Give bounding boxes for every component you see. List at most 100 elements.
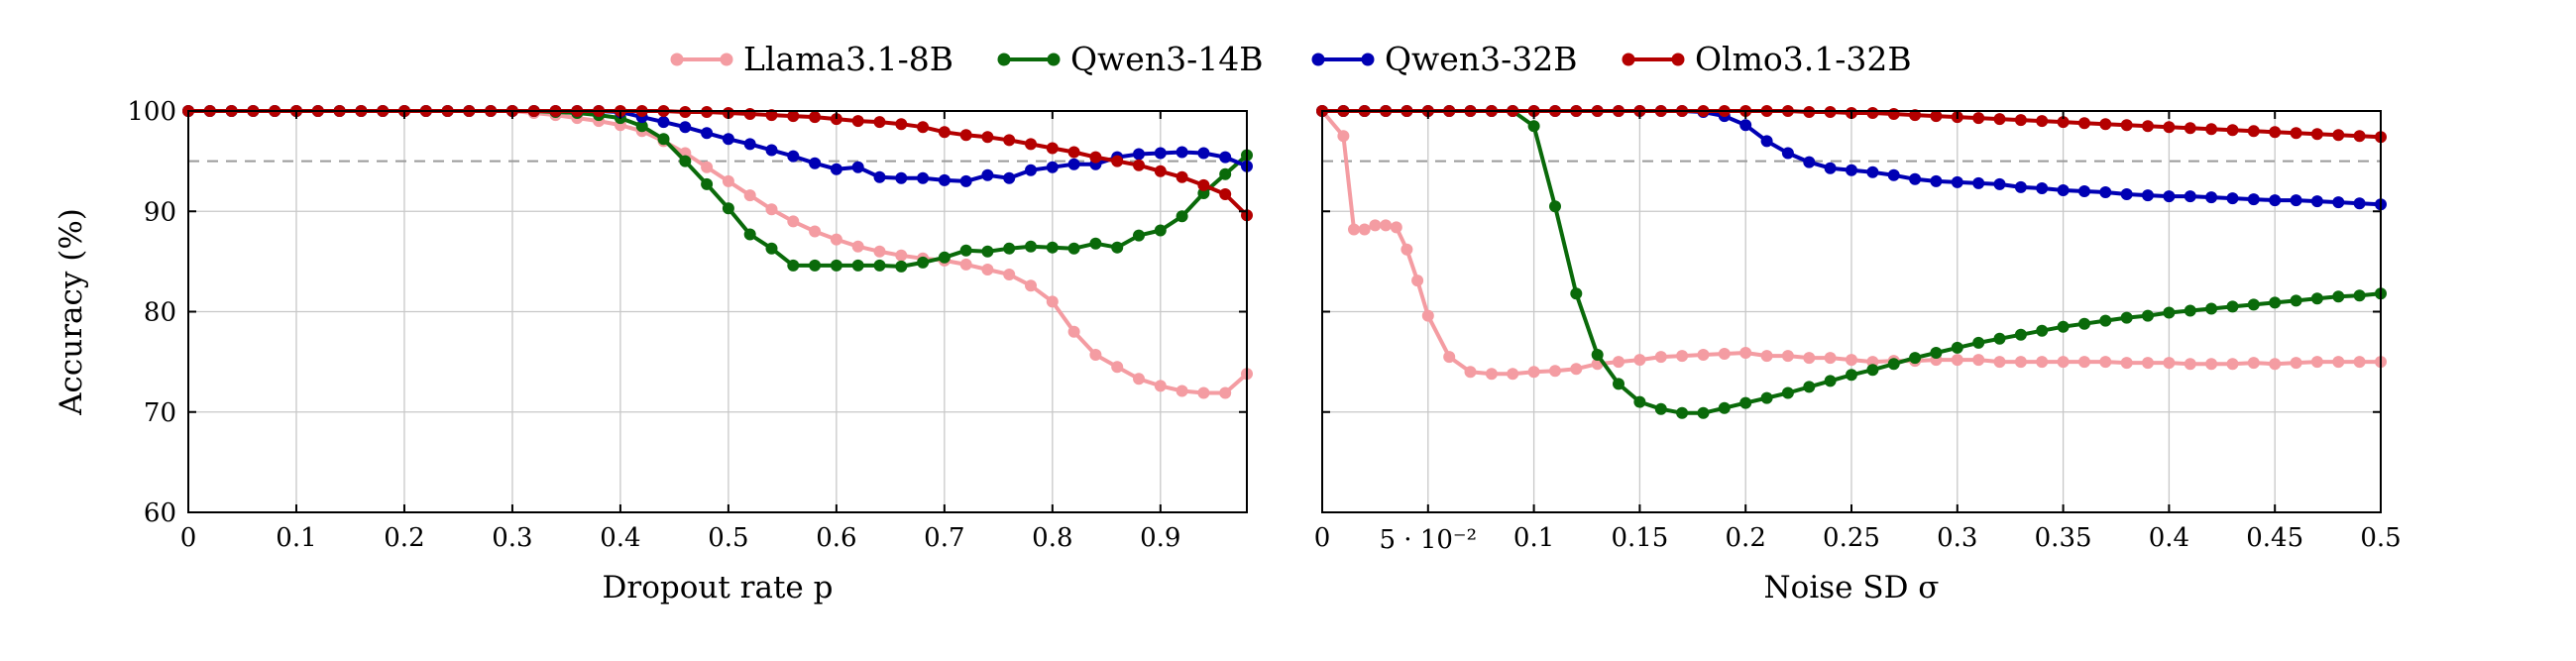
data-point <box>2120 311 2133 324</box>
data-point <box>1348 223 1360 236</box>
data-point <box>2269 194 2282 207</box>
data-point <box>722 174 734 187</box>
y-axis: 60 70 80 90 100 <box>127 97 1247 528</box>
data-point <box>1133 148 1145 161</box>
data-point <box>1591 349 1604 361</box>
data-point <box>1176 385 1188 397</box>
x-tick-label: 0 <box>1314 523 1331 553</box>
data-point <box>1654 351 1667 364</box>
data-point <box>2226 124 2239 137</box>
data-point <box>1046 161 1059 173</box>
data-point <box>1111 155 1124 167</box>
data-point <box>1781 147 1794 160</box>
legend-label: Qwen3-14B <box>1070 40 1263 78</box>
data-point <box>1154 224 1167 237</box>
data-point <box>679 155 692 167</box>
data-point <box>1380 219 1393 232</box>
data-point <box>2142 309 2154 322</box>
y-axis <box>1322 110 2381 413</box>
data-point <box>2014 328 2027 341</box>
data-point <box>895 118 908 131</box>
x-tick-label: 0.7 <box>924 523 964 553</box>
data-point <box>873 259 886 272</box>
data-point <box>1909 172 1922 185</box>
legend-label: Qwen3-32B <box>1385 40 1577 78</box>
x-tick-label: 0.2 <box>384 523 424 553</box>
data-point <box>1951 341 1963 354</box>
x-tick-label: 0.6 <box>816 523 856 553</box>
data-point <box>743 138 756 151</box>
data-point <box>1025 240 1037 253</box>
data-point <box>2205 302 2218 315</box>
data-point <box>1951 354 1963 367</box>
data-point <box>1633 395 1646 408</box>
data-point <box>2332 196 2345 209</box>
data-point <box>1887 358 1900 371</box>
data-point <box>809 111 822 124</box>
x-tick-label: 0.5 <box>2360 523 2401 553</box>
x-tick-label: 0.4 <box>2149 523 2189 553</box>
data-point <box>1089 349 1102 361</box>
data-point <box>2078 185 2090 197</box>
y-axis-title: Accuracy (%) <box>54 208 89 416</box>
data-point <box>1549 200 1561 213</box>
data-point <box>1133 229 1145 242</box>
legend-swatch-marker <box>670 53 684 66</box>
data-point <box>787 259 800 272</box>
data-point <box>2353 197 2366 210</box>
data-point <box>1570 363 1583 376</box>
legend-swatch-marker <box>1047 53 1061 66</box>
data-point <box>1781 350 1794 363</box>
data-point <box>701 177 714 190</box>
data-point <box>1046 295 1059 308</box>
data-point <box>722 202 734 215</box>
data-point <box>938 173 951 186</box>
data-point <box>1760 391 1773 404</box>
data-point <box>1527 120 1540 133</box>
data-point <box>1003 134 1016 147</box>
data-point <box>2184 190 2196 203</box>
data-point <box>1067 242 1080 255</box>
data-point <box>851 161 864 173</box>
data-point <box>1358 223 1371 236</box>
data-point <box>2078 317 2090 330</box>
data-point <box>1887 168 1900 181</box>
data-point <box>2247 298 2260 311</box>
data-point <box>765 203 778 216</box>
data-point <box>1739 396 1752 409</box>
data-point <box>2290 194 2302 207</box>
data-point <box>830 259 842 272</box>
x-tick-label: 0.8 <box>1032 523 1072 553</box>
data-point <box>2269 126 2282 139</box>
data-point <box>938 251 951 264</box>
data-point <box>959 244 972 257</box>
data-point <box>1739 119 1752 132</box>
data-point <box>701 161 714 173</box>
data-point <box>2014 114 2027 127</box>
legend-swatch-marker <box>720 53 733 66</box>
grid <box>188 111 1247 512</box>
data-point <box>981 131 994 144</box>
data-point <box>895 249 908 262</box>
y-tick-label: 100 <box>127 97 176 127</box>
data-point <box>1003 269 1016 280</box>
data-point <box>1176 210 1188 223</box>
legend-label: Llama3.1-8B <box>743 40 953 78</box>
data-point <box>1197 386 1210 399</box>
data-point <box>765 242 778 255</box>
data-point <box>1570 287 1583 300</box>
data-point <box>1909 352 1922 365</box>
data-point <box>1025 279 1037 292</box>
data-point <box>2290 127 2302 140</box>
data-point <box>917 121 930 134</box>
data-point <box>917 171 930 184</box>
data-point <box>1089 151 1102 164</box>
data-point <box>2310 292 2323 305</box>
data-point <box>1067 158 1080 170</box>
data-point <box>787 215 800 228</box>
data-point <box>743 228 756 241</box>
data-point <box>1887 108 1900 120</box>
data-point <box>1930 110 1943 123</box>
data-point <box>2290 294 2302 307</box>
data-point <box>1824 352 1837 365</box>
